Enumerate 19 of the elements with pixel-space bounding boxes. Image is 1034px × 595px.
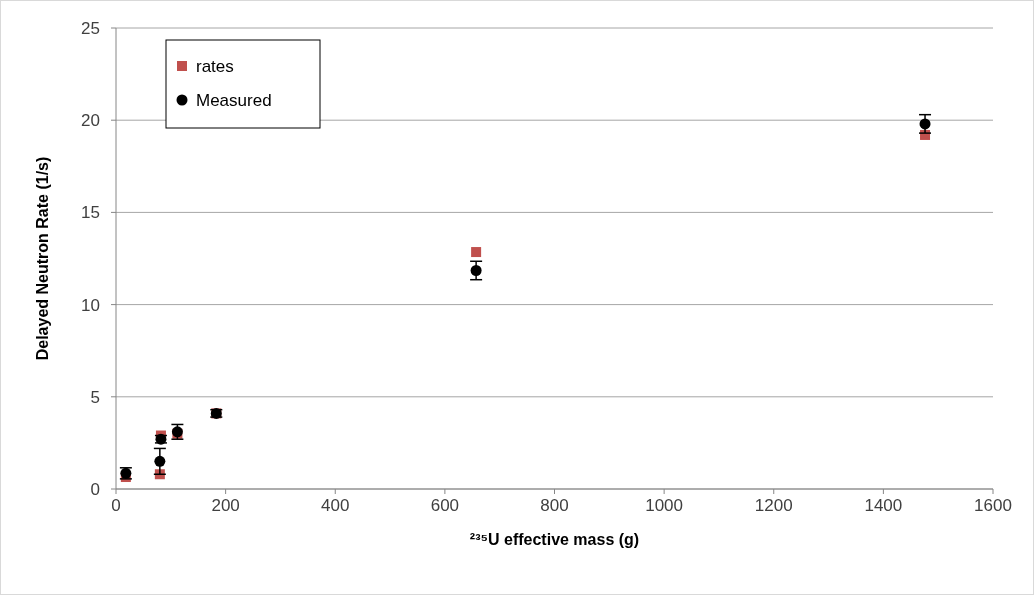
x-tick-label: 1200	[754, 496, 793, 515]
x-tick-label: 1000	[645, 496, 684, 515]
x-tick-label: 1600	[974, 496, 1012, 515]
y-tick-label: 10	[81, 295, 100, 315]
y-tick-label: 15	[81, 203, 100, 223]
y-tick-label: 0	[90, 480, 100, 499]
y-tick-label: 20	[81, 111, 100, 131]
x-tick-label: 600	[430, 496, 460, 515]
legend-label: Measured	[196, 91, 272, 110]
y-tick-label: 25	[81, 19, 100, 38]
x-tick-label: 800	[540, 496, 569, 515]
y-axis-title: Delayed Neutron Rate (1/s)	[34, 156, 51, 361]
x-axis-title: ²³⁵U effective mass (g)	[469, 531, 640, 548]
x-tick-label: 0	[111, 496, 121, 515]
x-tick-label: 400	[321, 496, 350, 515]
x-tick-label: 1400	[864, 496, 903, 515]
x-tick-label: 200	[211, 496, 240, 515]
y-tick-label: 5	[90, 387, 100, 407]
legend-label: rates	[196, 57, 234, 76]
